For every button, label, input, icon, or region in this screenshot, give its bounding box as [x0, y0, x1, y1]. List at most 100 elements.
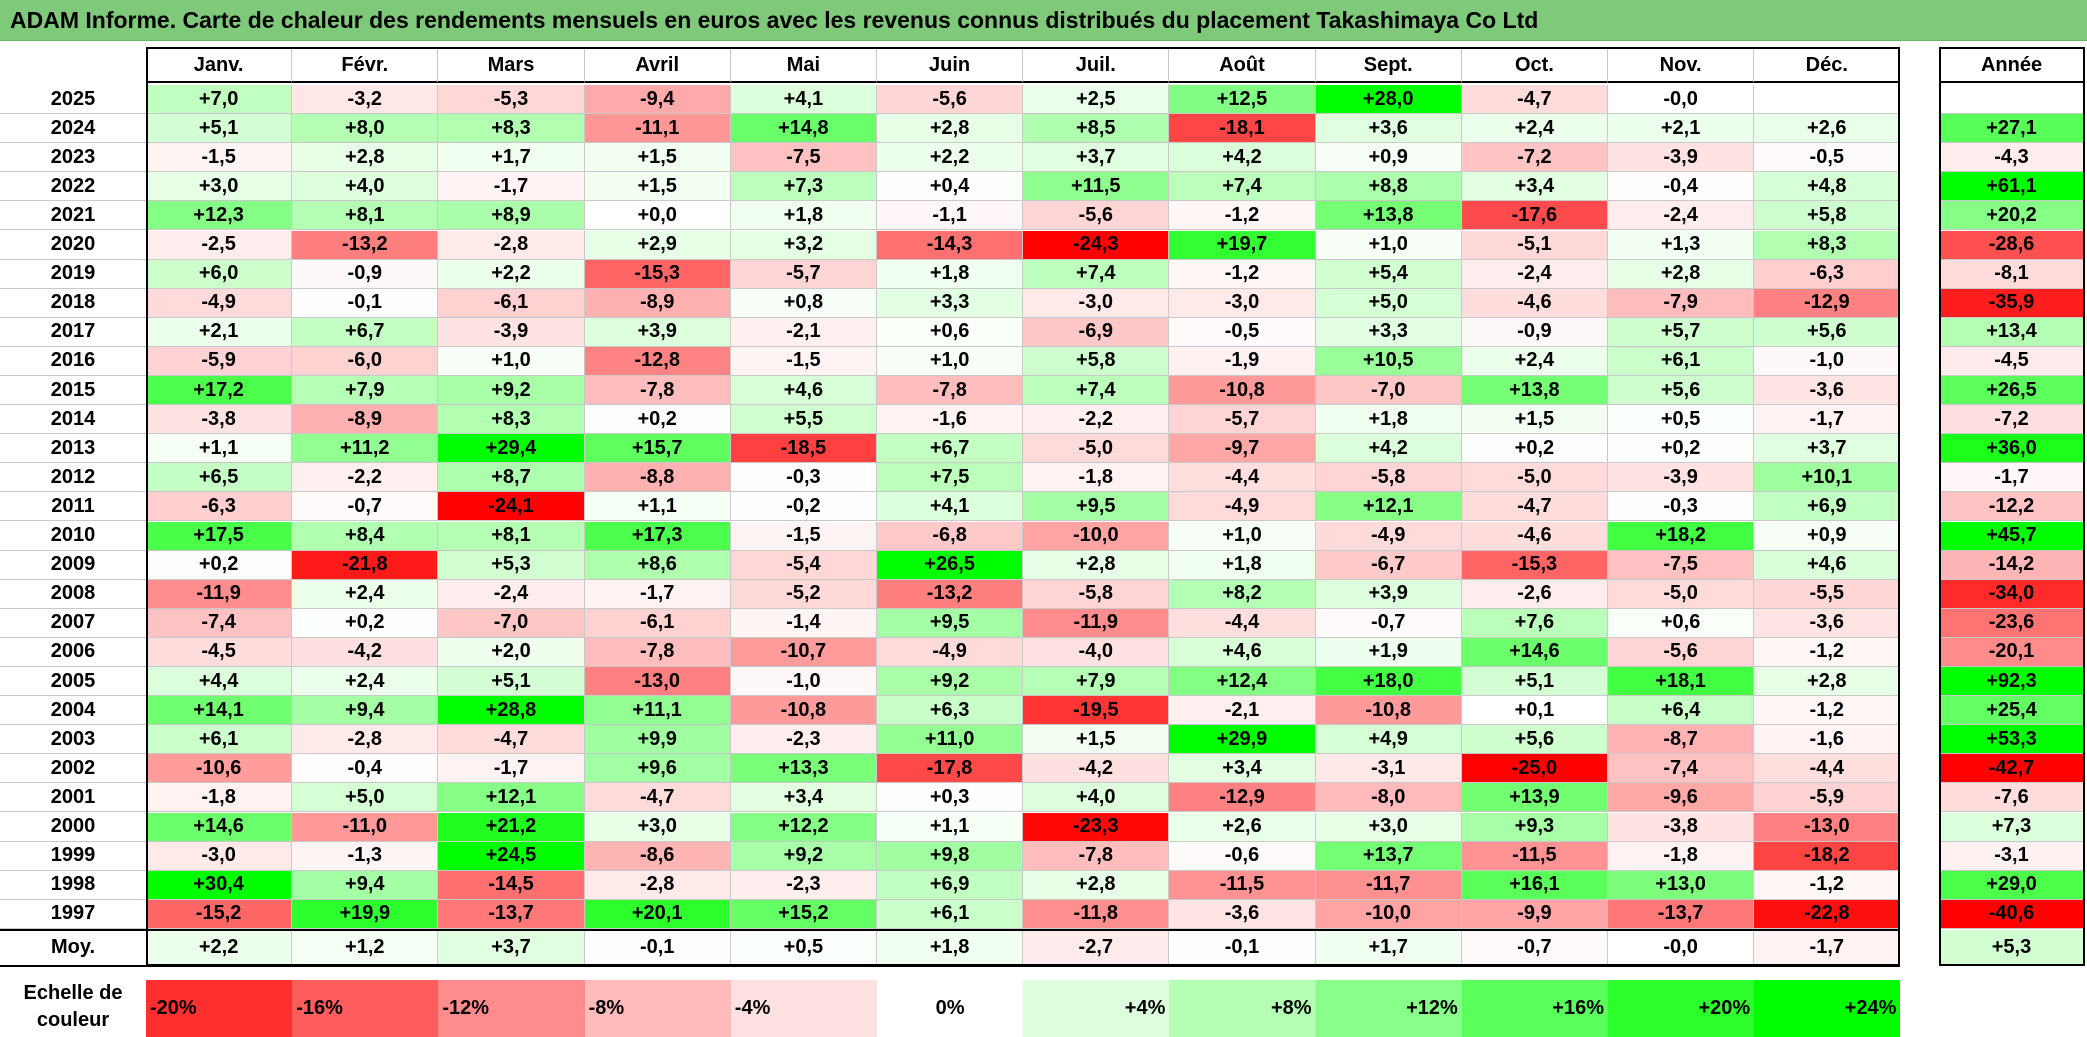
heatmap-cell: -4,9 [1169, 492, 1316, 522]
heatmap-cell: -7,5 [1608, 550, 1755, 580]
heatmap-cell: +6,5 [146, 463, 293, 493]
heatmap-cell: +1,1 [146, 434, 293, 464]
heatmap-cell: -4,2 [292, 637, 439, 667]
heatmap-cell: -10,8 [1315, 696, 1462, 726]
heatmap-cell: +0,5 [1608, 405, 1755, 435]
average-cell: +0,5 [730, 930, 877, 966]
annual-cell: -28,6 [1939, 230, 2085, 260]
month-header: Avril [584, 47, 731, 83]
heatmap-cell: -15,3 [584, 259, 731, 289]
heatmap-cell: +28,8 [438, 696, 585, 726]
heatmap-cell: +2,1 [1608, 114, 1755, 144]
heatmap-cell: -6,3 [1754, 259, 1901, 289]
heatmap-cell: +11,0 [877, 725, 1024, 755]
heatmap-cell: +6,3 [877, 696, 1024, 726]
heatmap-cell: +4,6 [1169, 637, 1316, 667]
color-scale-stop: +8% [1169, 980, 1316, 1037]
annual-cell: -20,1 [1939, 637, 2085, 667]
heatmap-cell: -11,1 [584, 114, 731, 144]
heatmap-cell: -10,0 [1023, 521, 1170, 551]
heatmap-cell: +4,1 [730, 85, 877, 115]
heatmap-cell: -0,2 [730, 492, 877, 522]
heatmap-cell: -9,9 [1461, 899, 1608, 929]
year-label: 2024 [0, 114, 146, 144]
heatmap-cell: +18,0 [1315, 667, 1462, 697]
heatmap-cell: -13,2 [877, 579, 1024, 609]
heatmap-cell: +2,4 [292, 667, 439, 697]
heatmap-cell: +2,4 [1461, 114, 1608, 144]
annual-cell: -35,9 [1939, 288, 2085, 318]
heatmap-cell: -13,0 [1754, 812, 1901, 842]
heatmap-cell: -3,8 [1608, 812, 1755, 842]
heatmap-cell: -5,8 [1315, 463, 1462, 493]
heatmap-cell: -2,3 [730, 870, 877, 900]
heatmap-cell: -18,1 [1169, 114, 1316, 144]
heatmap-cell: +5,4 [1315, 259, 1462, 289]
heatmap-cell: +14,6 [146, 812, 293, 842]
year-label: 2017 [0, 317, 146, 347]
average-cell: +2,2 [146, 930, 293, 966]
heatmap-cell: -1,4 [730, 608, 877, 638]
annual-cell: +26,5 [1939, 376, 2085, 406]
heatmap-cell: +1,8 [1169, 550, 1316, 580]
average-annual-cell: +5,3 [1939, 930, 2085, 966]
heatmap-cell: -5,9 [1754, 783, 1901, 813]
heatmap-cell: +14,1 [146, 696, 293, 726]
heatmap-cell: +9,8 [877, 841, 1024, 871]
heatmap-cell: +0,9 [1754, 521, 1901, 551]
heatmap-cell: +10,1 [1754, 463, 1901, 493]
heatmap-cell: +8,6 [584, 550, 731, 580]
heatmap-cell: -11,8 [1023, 899, 1170, 929]
heatmap-cell: +7,3 [730, 172, 877, 202]
heatmap-cell: -13,0 [584, 667, 731, 697]
heatmap-cell: -3,0 [1023, 288, 1170, 318]
heatmap-cell: +0,2 [584, 405, 731, 435]
heatmap-cell: -2,4 [1608, 201, 1755, 231]
annual-cell: -4,5 [1939, 346, 2085, 376]
annual-cell: +29,0 [1939, 870, 2085, 900]
heatmap-cell: -1,7 [438, 754, 585, 784]
heatmap-cell: +11,1 [584, 696, 731, 726]
color-scale-stop: 0% [877, 980, 1024, 1037]
heatmap-cell: +4,1 [877, 492, 1024, 522]
heatmap-cell: +1,9 [1315, 637, 1462, 667]
heatmap-cell: +4,2 [1315, 434, 1462, 464]
heatmap-cell: -4,7 [1461, 492, 1608, 522]
heatmap-cell: +0,6 [877, 317, 1024, 347]
heatmap-cell: -1,8 [1023, 463, 1170, 493]
month-header: Nov. [1608, 47, 1755, 83]
annual-cell: +13,4 [1939, 317, 2085, 347]
heatmap-cell: +7,4 [1169, 172, 1316, 202]
heatmap-cell: -13,2 [292, 230, 439, 260]
heatmap-cell: -12,9 [1754, 288, 1901, 318]
heatmap-cell: +0,8 [730, 288, 877, 318]
heatmap-cell: +9,2 [730, 841, 877, 871]
heatmap-cell: +2,8 [1023, 550, 1170, 580]
heatmap-cell: +3,0 [584, 812, 731, 842]
year-label: 2006 [0, 637, 146, 667]
heatmap-cell [1754, 85, 1901, 115]
heatmap-cell: +8,2 [1169, 579, 1316, 609]
heatmap-cell: +3,7 [1754, 434, 1901, 464]
heatmap-cell: +9,9 [584, 725, 731, 755]
heatmap-cell: +6,7 [292, 317, 439, 347]
heatmap-cell: -5,2 [730, 579, 877, 609]
heatmap-cell: -7,8 [584, 637, 731, 667]
heatmap-cell: -2,6 [1461, 579, 1608, 609]
heatmap-cell: -0,9 [1461, 317, 1608, 347]
heatmap-cell: +7,4 [1023, 259, 1170, 289]
heatmap-cell: +4,8 [1754, 172, 1901, 202]
heatmap-cell: +4,4 [146, 667, 293, 697]
heatmap-cell: +7,6 [1461, 608, 1608, 638]
annual-cell: -3,1 [1939, 841, 2085, 871]
annual-cell: +45,7 [1939, 521, 2085, 551]
heatmap-cell: -7,2 [1461, 143, 1608, 173]
average-divider [0, 929, 1901, 931]
heatmap-cell: +9,2 [438, 376, 585, 406]
heatmap-cell: -18,5 [730, 434, 877, 464]
heatmap-cell: -12,9 [1169, 783, 1316, 813]
heatmap-cell: -4,7 [1461, 85, 1608, 115]
heatmap-cell: +6,7 [877, 434, 1024, 464]
heatmap-cell: +3,7 [1023, 143, 1170, 173]
